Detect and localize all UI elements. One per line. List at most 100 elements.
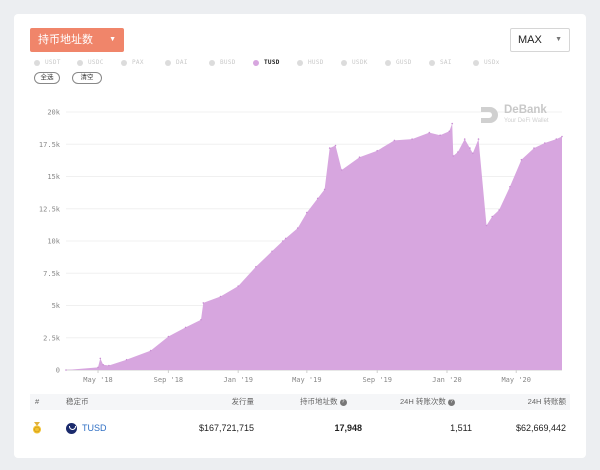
range-dropdown-label: MAX xyxy=(518,34,542,46)
legend-dot-icon xyxy=(209,60,215,66)
x-tick-label: Sep '19 xyxy=(362,376,392,384)
data-point xyxy=(452,155,455,157)
data-point xyxy=(448,130,451,133)
table-row[interactable]: TUSD $167,721,715 17,948 1,511 $62,669,4… xyxy=(30,414,570,442)
column-header-holders-label: 持币地址数 xyxy=(300,397,338,406)
data-point xyxy=(97,366,99,369)
coin-label: USDT xyxy=(45,59,61,66)
data-point xyxy=(411,138,413,140)
data-point xyxy=(555,138,558,140)
data-point xyxy=(498,209,500,211)
holders-area-chart: 0 2.5k 5k 7.5k 10k 12.5k 15k 17.5k 20k May '18 Sep… xyxy=(39,109,563,384)
select-all-button[interactable]: 全选 xyxy=(34,72,60,84)
gold-medal-icon xyxy=(33,422,41,434)
legend-dot-icon xyxy=(34,60,40,66)
column-header-volume[interactable]: 24H 转账额 xyxy=(527,397,566,406)
metric-dropdown[interactable]: 持币地址数 ▼ xyxy=(30,28,124,52)
data-point xyxy=(439,134,441,136)
help-icon[interactable]: ? xyxy=(447,398,455,406)
data-point xyxy=(376,149,379,152)
data-point xyxy=(284,237,287,240)
legend-dot-icon xyxy=(429,60,435,66)
legend-dot-icon xyxy=(473,60,479,66)
y-tick-label: 0 xyxy=(56,367,60,375)
coin-label: PAX xyxy=(132,59,144,66)
legend-dot-icon xyxy=(253,60,259,66)
legend-dot-icon xyxy=(121,60,127,66)
data-point xyxy=(202,302,205,304)
data-point xyxy=(316,197,319,200)
legend-dot-icon xyxy=(297,60,303,66)
data-point xyxy=(65,369,67,371)
data-point xyxy=(149,349,152,352)
column-header-stablecoin: 稳定币 xyxy=(66,397,89,406)
data-point xyxy=(485,224,488,227)
data-point xyxy=(102,364,104,366)
data-point xyxy=(457,151,459,153)
data-point xyxy=(533,147,535,149)
help-icon[interactable]: ? xyxy=(339,398,347,406)
cell-coin-name[interactable]: TUSD xyxy=(82,423,107,433)
data-point xyxy=(334,144,337,147)
data-point xyxy=(306,211,308,214)
data-point xyxy=(328,147,331,149)
y-tick-label: 15k xyxy=(47,173,60,181)
data-point xyxy=(108,364,110,367)
clear-button[interactable]: 清空 xyxy=(72,72,102,84)
coin-label: USDK xyxy=(352,59,368,66)
data-point xyxy=(340,169,343,171)
x-tick-label: Sep '18 xyxy=(154,376,184,384)
column-header-transfers[interactable]: 24H 转账次数? xyxy=(400,394,455,410)
data-point xyxy=(472,152,474,155)
data-point xyxy=(296,227,299,229)
column-header-transfers-label: 24H 转账次数 xyxy=(400,397,446,406)
watermark-tagline: Your DeFi Wallet xyxy=(504,118,549,124)
column-header-supply[interactable]: 发行量 xyxy=(231,397,255,406)
range-dropdown[interactable]: MAX ▼ xyxy=(510,28,570,52)
coin-label: HUSD xyxy=(308,59,324,66)
tusd-logo-icon xyxy=(66,423,77,434)
x-tick-label: May '18 xyxy=(83,376,113,384)
x-tick-label: May '19 xyxy=(292,376,322,384)
y-tick-label: 2.5k xyxy=(43,334,61,342)
data-point xyxy=(167,335,170,338)
y-tick-label: 5k xyxy=(52,302,61,310)
data-point xyxy=(428,131,431,134)
data-point xyxy=(393,139,396,142)
data-point xyxy=(509,186,511,188)
data-point xyxy=(477,138,480,140)
y-tick-label: 20k xyxy=(47,109,60,117)
coin-label: DAI xyxy=(176,59,188,66)
data-point xyxy=(451,122,454,125)
x-tick-label: Jan '19 xyxy=(223,376,253,384)
data-point xyxy=(219,295,222,298)
data-point xyxy=(125,358,128,361)
coin-label: BUSD xyxy=(220,59,236,66)
chart-card: 持币地址数 ▼ MAX ▼ USDT USDC PAX DAI BUSD TUS… xyxy=(14,14,586,458)
y-tick-label: 10k xyxy=(47,238,60,246)
coin-label: TUSD xyxy=(264,59,280,66)
data-point xyxy=(282,240,284,242)
data-point xyxy=(520,158,523,161)
coin-label: USDx xyxy=(484,59,500,66)
legend-dot-icon xyxy=(77,60,83,66)
legend-dot-icon xyxy=(165,60,171,66)
data-point xyxy=(200,318,202,321)
data-point xyxy=(237,285,239,287)
metric-dropdown-label: 持币地址数 xyxy=(38,34,93,46)
y-tick-label: 12.5k xyxy=(39,205,61,213)
column-header-holders[interactable]: 持币地址数? xyxy=(300,394,347,410)
data-point xyxy=(255,266,257,268)
data-point xyxy=(358,156,361,158)
y-tick-label: 7.5k xyxy=(43,270,61,278)
data-point xyxy=(469,147,471,149)
series-area-tusd xyxy=(66,123,562,370)
data-point xyxy=(463,138,466,140)
coin-label: GUSD xyxy=(396,59,412,66)
coin-label: SAI xyxy=(440,59,452,66)
legend-dot-icon xyxy=(385,60,391,66)
debank-logo-icon xyxy=(481,107,498,123)
data-point xyxy=(544,142,546,144)
chevron-down-icon: ▼ xyxy=(109,36,116,43)
data-point xyxy=(271,250,273,253)
